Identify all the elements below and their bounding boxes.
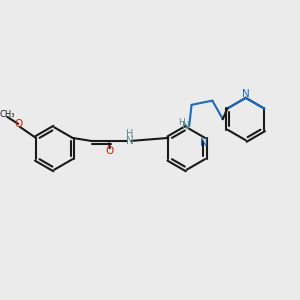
- Text: H: H: [126, 129, 133, 140]
- Text: CH₃: CH₃: [0, 110, 15, 118]
- Text: H: H: [178, 118, 185, 127]
- Text: N: N: [200, 138, 208, 148]
- Text: N: N: [182, 121, 189, 130]
- Text: O: O: [106, 146, 114, 156]
- Text: O: O: [14, 119, 22, 129]
- Text: N: N: [242, 89, 250, 99]
- Text: N: N: [125, 136, 133, 146]
